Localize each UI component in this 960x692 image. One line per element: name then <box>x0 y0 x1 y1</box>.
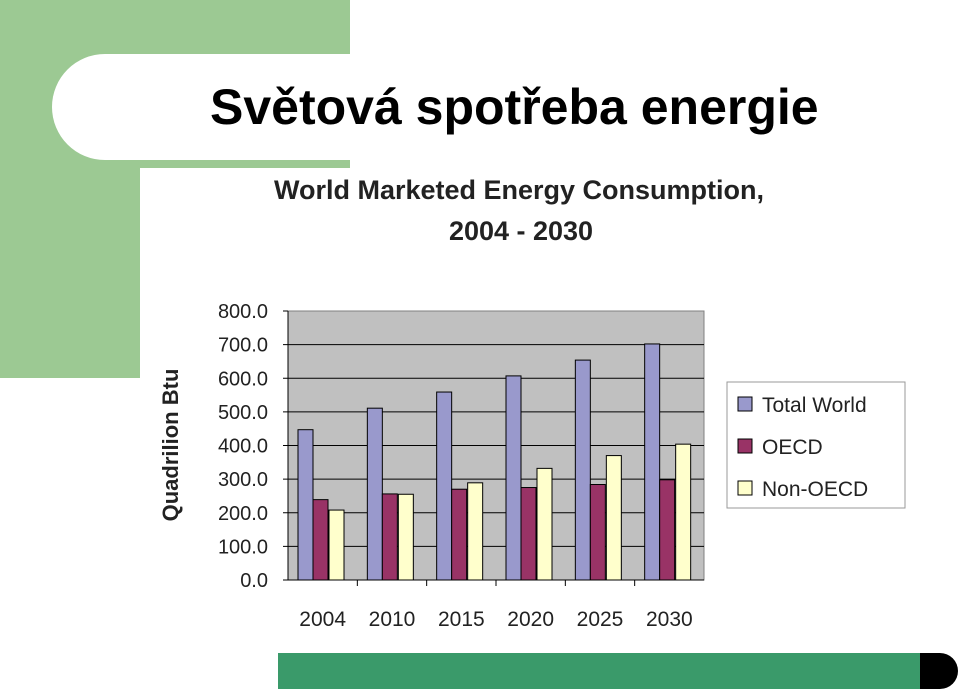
legend-swatch <box>737 438 753 454</box>
bar-oecd <box>381 493 398 581</box>
legend: Total World OECD Non-OECD <box>726 381 906 509</box>
bar-total-world <box>366 407 383 581</box>
bar-total-world <box>644 343 661 581</box>
y-tick-label: 100.0 <box>218 536 268 558</box>
chart-title: World Marketed Energy Consumption, <box>274 175 764 205</box>
legend-label: Non-OECD <box>762 478 868 501</box>
x-tick-label: 2010 <box>369 608 416 631</box>
chart-subtitle: 2004 - 2030 <box>449 216 593 246</box>
y-axis-label: Quadrilion Btu <box>158 369 183 522</box>
bar-non-oecd <box>536 467 553 581</box>
bar-oecd <box>589 484 606 581</box>
x-tick-label: 2025 <box>577 608 624 631</box>
bottom-accent-cap <box>920 653 958 689</box>
bar-total-world <box>297 429 314 581</box>
title-banner <box>52 54 960 160</box>
legend-swatch <box>737 396 753 412</box>
x-tick-label: 2020 <box>507 608 554 631</box>
y-tick-label: 600.0 <box>218 368 268 390</box>
y-tick-label: 0.0 <box>240 570 268 592</box>
x-tick-label: 2004 <box>299 608 346 631</box>
bar-non-oecd <box>397 493 414 581</box>
y-tick-label: 700.0 <box>218 335 268 357</box>
bar-non-oecd <box>328 509 345 581</box>
x-tick-label: 2030 <box>646 608 693 631</box>
y-tick-label: 500.0 <box>218 402 268 424</box>
y-tick-label: 300.0 <box>218 469 268 491</box>
y-tick-label: 800.0 <box>218 301 268 323</box>
bar-oecd <box>451 488 468 581</box>
legend-label: Total World <box>762 394 867 417</box>
bar-total-world <box>505 375 522 581</box>
bottom-accent-bar <box>278 653 926 689</box>
bar-non-oecd <box>467 482 484 581</box>
bar-oecd <box>312 499 329 581</box>
bar-non-oecd <box>605 455 622 581</box>
x-tick-label: 2015 <box>438 608 485 631</box>
bar-total-world <box>574 359 591 581</box>
y-tick-label: 200.0 <box>218 503 268 525</box>
bar-oecd <box>659 479 676 581</box>
bar-oecd <box>520 487 537 581</box>
bar-non-oecd <box>675 443 692 581</box>
slide-title: Světová spotřeba energie <box>210 79 819 135</box>
y-tick-label: 400.0 <box>218 436 268 458</box>
legend-box <box>726 381 906 509</box>
plot-area: 800.0 700.0 600.0 500.0 400.0 300.0 200.0 100.0… <box>218 301 705 631</box>
legend-label: OECD <box>762 436 823 459</box>
bar-total-world <box>436 391 453 581</box>
legend-swatch <box>737 480 753 496</box>
